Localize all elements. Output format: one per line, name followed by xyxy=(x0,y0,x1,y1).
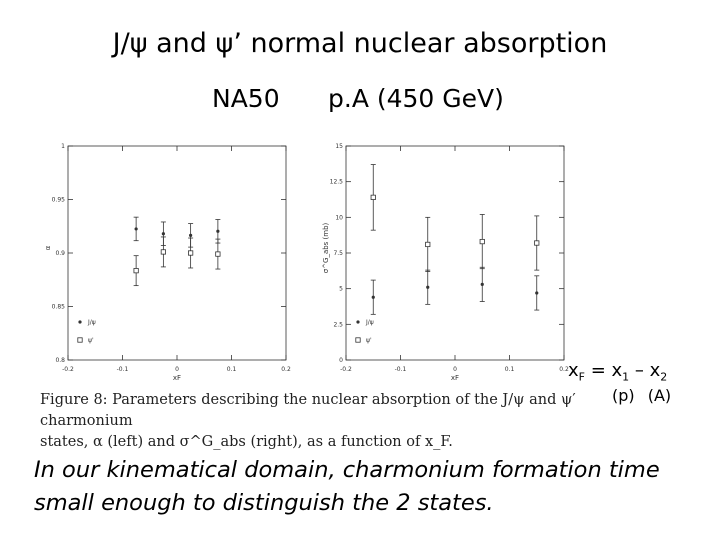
y-axis-label: α xyxy=(44,245,52,250)
legend-psiprime-marker xyxy=(355,337,361,343)
psiprime-point xyxy=(160,249,166,255)
caption-line-1: Figure 8: Parameters describing the nucl… xyxy=(40,392,576,429)
jpsi-point xyxy=(426,285,430,289)
x-tick-label: -0.2 xyxy=(62,366,74,373)
jpsi-point xyxy=(134,227,138,231)
y-axis-label: σ^G_abs (mb) xyxy=(322,222,330,273)
psiprime-point xyxy=(370,194,376,200)
x-tick-label: -0.2 xyxy=(340,366,352,373)
psiprime-point xyxy=(534,240,540,246)
x-axis-label: xF xyxy=(173,374,181,382)
x-tick-label: 0.1 xyxy=(505,366,515,373)
subtitle-beam: p.A (450 GeV) xyxy=(328,84,504,113)
psiprime-point xyxy=(215,251,221,257)
legend-jpsi-label: J/ψ xyxy=(365,319,374,326)
xf-equation: xF = x1 – x2 xyxy=(568,360,668,384)
y-tick-label: 0.95 xyxy=(52,197,66,204)
psiprime-point xyxy=(133,268,139,274)
figure-caption: Figure 8: Parameters describing the nucl… xyxy=(40,390,580,453)
x-tick-label: -0.1 xyxy=(117,366,129,373)
y-tick-label: 15 xyxy=(335,143,343,150)
x-tick-label: 0 xyxy=(453,366,457,373)
page-title: J/ψ and ψ’ normal nuclear absorption xyxy=(112,28,608,59)
y-tick-label: 0.9 xyxy=(55,250,65,257)
plot-frame xyxy=(67,145,287,361)
plot-frame xyxy=(345,145,565,361)
psiprime-point xyxy=(479,238,485,245)
jpsi-point xyxy=(371,295,375,299)
x-tick-label: 0.2 xyxy=(281,366,291,373)
y-tick-label: 0.8 xyxy=(55,357,65,364)
conclusion-text: In our kinematical domain, charmonium fo… xyxy=(34,457,660,516)
x-tick-label: -0.1 xyxy=(395,366,407,373)
psiprime-point xyxy=(425,241,431,248)
y-tick-label: 10 xyxy=(335,214,343,221)
jpsi-point xyxy=(161,232,165,236)
caption-line-2: states, α (left) and σ^G_abs (right), as… xyxy=(40,434,453,450)
legend-psiprime-marker xyxy=(77,337,83,343)
jpsi-point xyxy=(189,233,193,237)
y-tick-label: 0 xyxy=(339,357,343,364)
legend-jpsi-label: J/ψ xyxy=(87,319,96,326)
y-tick-label: 5 xyxy=(339,286,343,293)
y-tick-label: 0.85 xyxy=(52,304,66,311)
subtitle-experiment: NA50 xyxy=(212,84,280,113)
sigma-abs-plot: -0.2 -0.1 0 0.1 0.2 0 2.5 5 7.5 10 12.5 15 xF σ^G_abs… xyxy=(322,143,569,382)
x-tick-label: 0 xyxy=(175,366,179,373)
legend-jpsi-marker xyxy=(356,320,360,324)
alpha-plot: -0.2 -0.1 0 0.1 0.2 0.8 0.85 0.9 0.95 1 xF α J/ψ ψ' xyxy=(44,143,291,382)
x-tick-label: 0.2 xyxy=(559,366,569,373)
psiprime-point xyxy=(188,250,194,256)
x-tick-label: 0.1 xyxy=(227,366,237,373)
legend-psiprime-label: ψ' xyxy=(88,337,94,344)
y-tick-label: 1 xyxy=(61,143,65,150)
jpsi-point xyxy=(535,291,539,295)
x-axis-label: xF xyxy=(451,374,459,382)
y-tick-label: 7.5 xyxy=(333,250,343,257)
y-tick-label: 2.5 xyxy=(333,321,343,328)
y-tick-label: 12.5 xyxy=(330,179,344,186)
equation-labels: (p) (A) xyxy=(612,386,672,405)
legend-jpsi-marker xyxy=(78,320,82,324)
jpsi-point xyxy=(216,229,220,233)
legend-psiprime-label: ψ' xyxy=(366,337,372,344)
jpsi-point xyxy=(480,282,484,286)
